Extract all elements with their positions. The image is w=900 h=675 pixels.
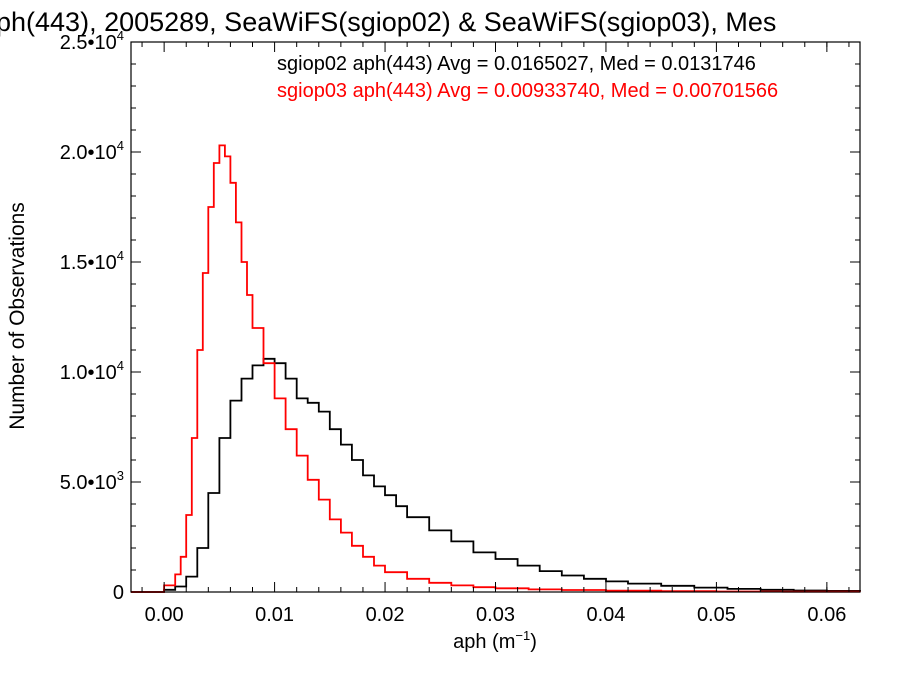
x-axis-label-end: ) [530,631,537,653]
x-tick-label: 0.01 [255,604,294,626]
x-tick-label: 0.00 [145,604,184,626]
chart-title: ph(443), 2005289, SeaWiFS(sgiop02) & Sea… [0,7,776,37]
x-tick-label: 0.04 [586,604,625,626]
legend-entry-sgiop03: sgiop03 aph(443) Avg = 0.00933740, Med =… [277,80,778,102]
x-axis-label: aph (m−1) [453,628,537,653]
x-tick-label: 0.05 [697,604,736,626]
series-line-2 [131,144,861,593]
y-tick-label: 1.5•104 [60,248,124,274]
x-axis-label-main: aph (m [453,631,515,653]
x-tick-label: 0.03 [476,604,515,626]
x-tick-label: 0.02 [366,604,405,626]
y-tick-label: 0 [113,582,124,604]
x-axis-label-superscript: −1 [515,628,530,643]
x-tick-label: 0.06 [807,604,846,626]
series-line-1 [131,357,861,593]
y-tick-label: 1.0•104 [60,358,124,384]
y-tick-label: 2.0•104 [60,138,124,164]
y-axis-label: Number of Observations [6,202,29,430]
series-layer [131,144,861,593]
y-tick-label: 2.5•104 [60,28,124,54]
axis-ticks: 0.00 0.01 0.02 0.03 0.04 0.05 0.06 0 5.0•103 1.0•… [60,28,860,626]
legend: sgiop02 aph(443) Avg = 0.0165027, Med = … [277,53,778,102]
legend-entry-sgiop02: sgiop02 aph(443) Avg = 0.0165027, Med = … [277,53,756,75]
y-tick-label: 5.0•103 [60,468,124,494]
